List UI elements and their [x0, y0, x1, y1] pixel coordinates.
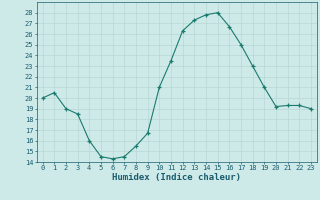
- X-axis label: Humidex (Indice chaleur): Humidex (Indice chaleur): [112, 173, 241, 182]
